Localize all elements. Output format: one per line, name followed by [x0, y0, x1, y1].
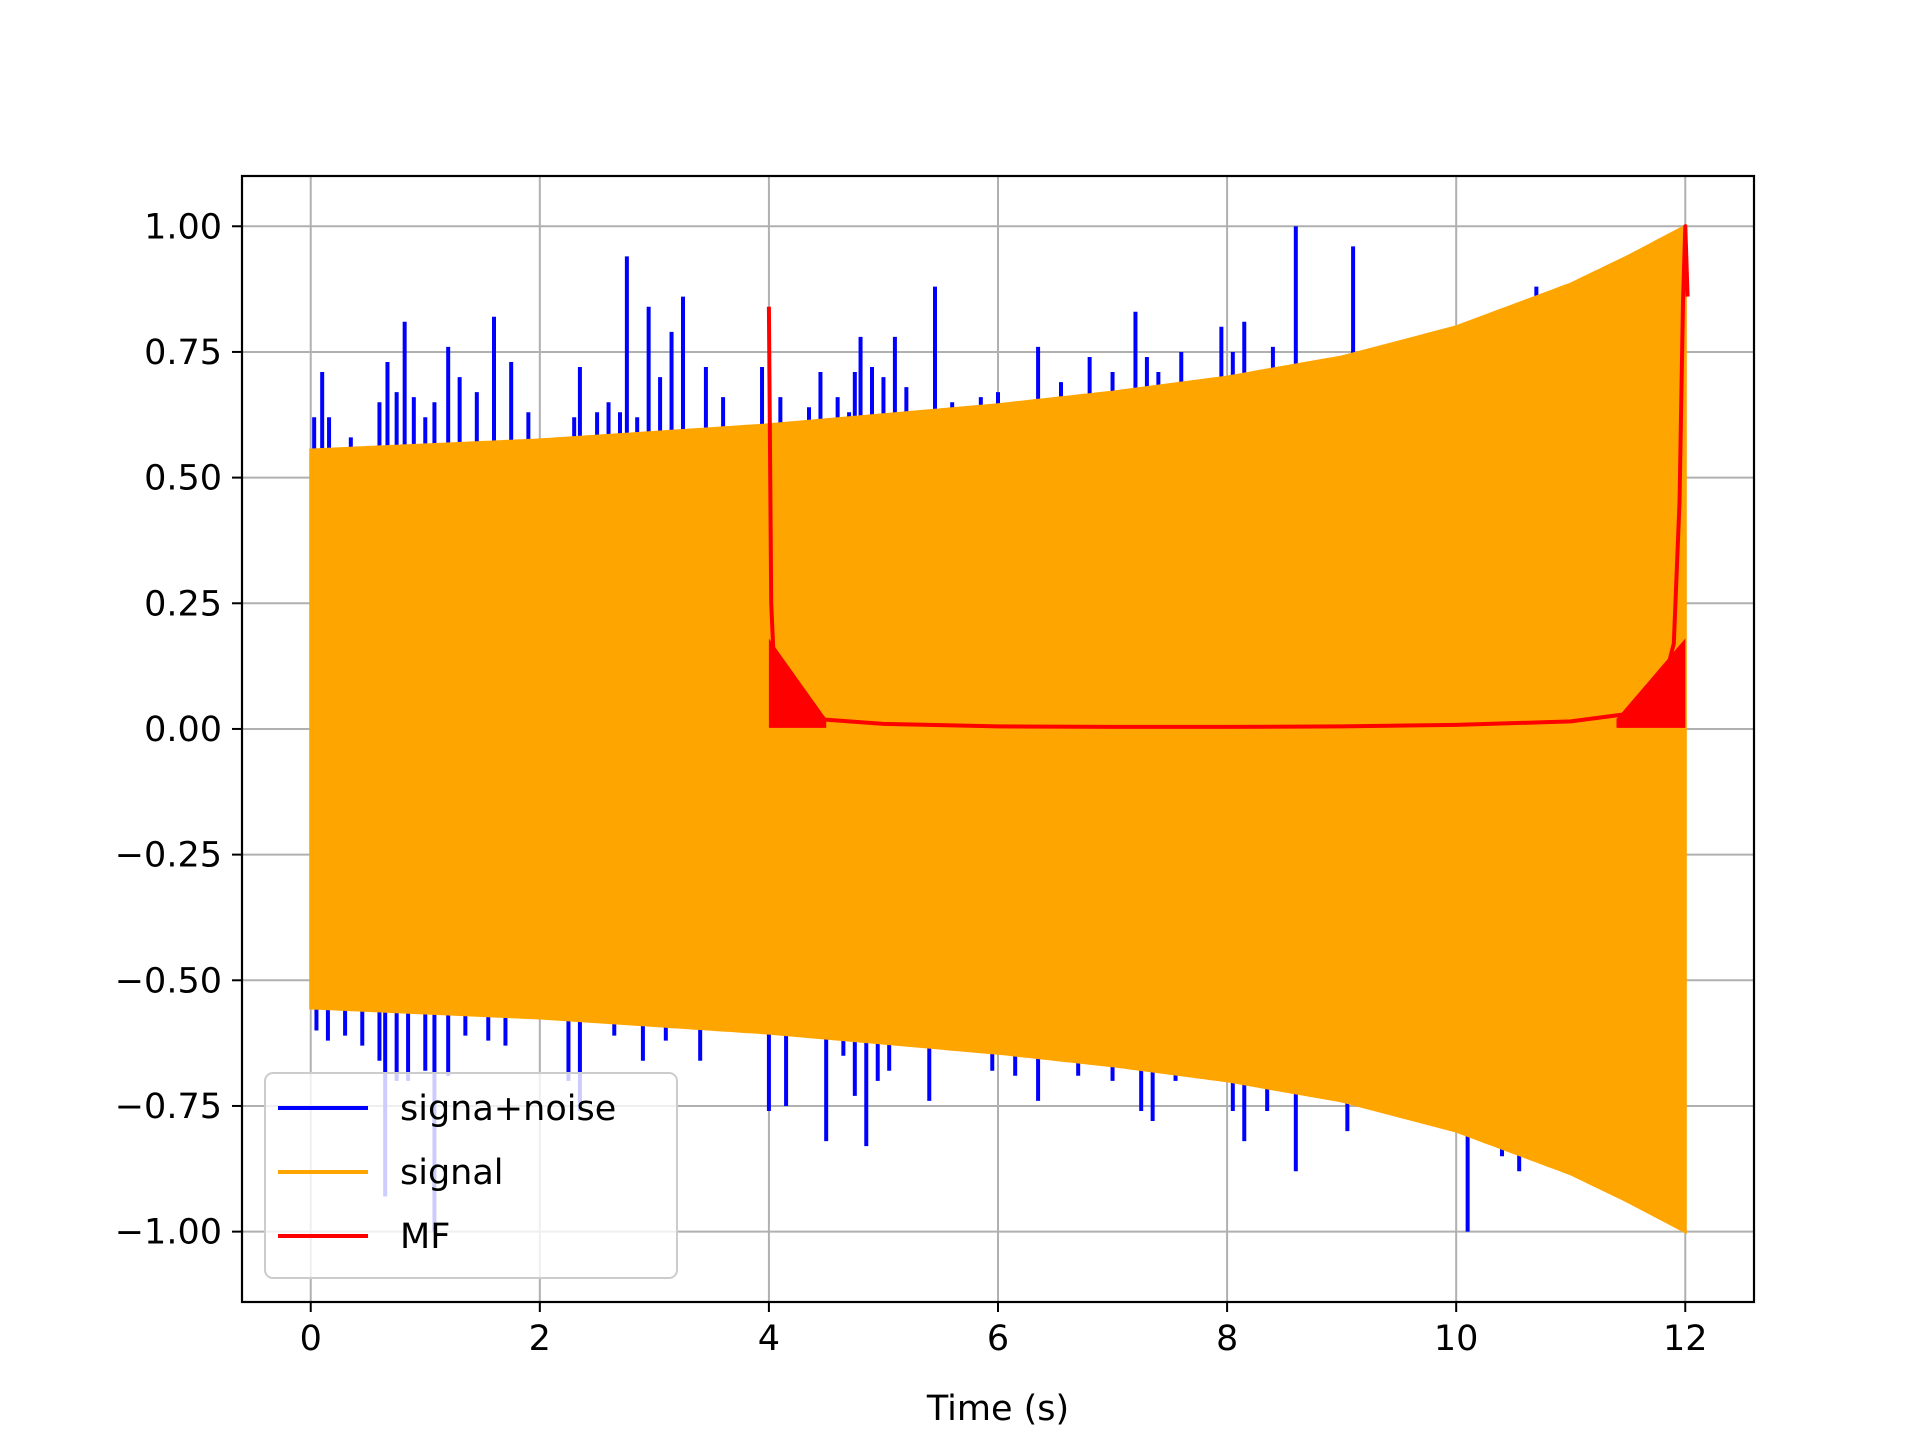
- y-axis-ticks: 1.00 0.75 0.50 0.25 0.00 −0.25 −0.50 −0.75 −1.00: [115, 207, 242, 1253]
- legend-label-mf: MF: [400, 1217, 450, 1257]
- y-tick-label: −1.00: [115, 1213, 222, 1253]
- y-tick-label: 0.75: [144, 333, 222, 373]
- x-tick-label: 0: [300, 1319, 322, 1359]
- mf-line: [766, 224, 1690, 729]
- series-mf: [766, 224, 1690, 729]
- y-tick-label: −0.75: [115, 1087, 222, 1127]
- x-axis-ticks: 0 2 4 6 8 10 12: [300, 1302, 1708, 1359]
- x-tick-label: 10: [1434, 1319, 1479, 1359]
- y-tick-label: −0.25: [115, 836, 222, 876]
- y-tick-label: 1.00: [144, 207, 222, 247]
- legend: signa+noise signal MF: [264, 1072, 678, 1279]
- x-tick-label: 4: [758, 1319, 780, 1359]
- y-tick-label: 0.00: [144, 710, 222, 750]
- x-tick-label: 12: [1663, 1319, 1708, 1359]
- legend-label-signal: signal: [400, 1153, 504, 1193]
- y-tick-label: 0.25: [144, 584, 222, 624]
- legend-frame: [264, 1072, 678, 1279]
- x-axis-label: Time (s): [926, 1389, 1069, 1429]
- y-tick-label: −0.50: [115, 961, 222, 1001]
- x-tick-label: 8: [1216, 1319, 1238, 1359]
- legend-label-signal-noise: signa+noise: [400, 1089, 616, 1129]
- y-tick-label: 0.50: [144, 459, 222, 499]
- x-tick-label: 2: [529, 1319, 551, 1359]
- x-tick-label: 6: [987, 1319, 1009, 1359]
